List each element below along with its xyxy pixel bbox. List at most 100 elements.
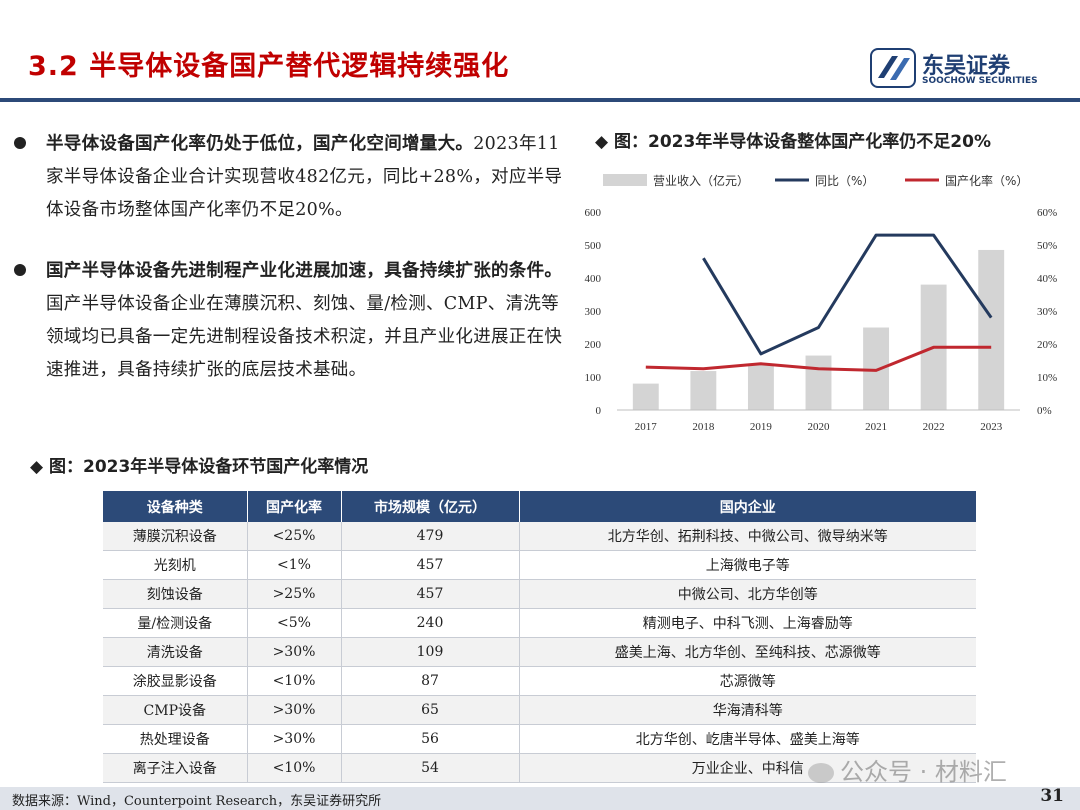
revenue-bar	[805, 355, 832, 410]
localization-rate-cell: <5%	[247, 608, 342, 638]
y-right-tick-label: 60%	[1037, 207, 1057, 219]
market-size-cell: 87	[341, 666, 520, 696]
market-size-cell: 109	[341, 637, 520, 667]
legend-swatch-revenue	[603, 174, 647, 186]
x-tick-label: 2023	[980, 421, 1003, 433]
domestic-companies-cell: 精测电子、中科飞测、上海睿励等	[519, 608, 976, 638]
y-left-tick-label: 200	[585, 339, 602, 351]
market-size-cell: 54	[341, 753, 520, 783]
table-row: CMP设备 >30% 65 华海清科等	[103, 695, 976, 725]
localization-rate-cell: <10%	[247, 753, 342, 783]
domestic-companies-cell: 芯源微等	[519, 666, 976, 696]
localization-rate-cell: >30%	[247, 724, 342, 754]
bullet-item: 国产半导体设备先进制程产业化进展加速，具备持续扩张的条件。国产半导体设备企业在薄…	[14, 255, 569, 387]
equipment-type-cell: 离子注入设备	[103, 753, 248, 783]
y-right-tick-label: 0%	[1037, 405, 1052, 417]
logo-english-name: SOOCHOW SECURITIES	[922, 76, 1038, 86]
y-right-tick-label: 40%	[1037, 273, 1057, 285]
table-row: 热处理设备 >30% 56 北方华创、屹唐半导体、盛美上海等	[103, 724, 976, 754]
market-size-cell: 457	[341, 579, 520, 609]
domestic-companies-cell: 盛美上海、北方华创、至纯科技、芯源微等	[519, 637, 976, 667]
chart-title: ◆ 图：2023年半导体设备整体国产化率仍不足20%	[595, 132, 991, 152]
table-row: 光刻机 <1% 457 上海微电子等	[103, 550, 976, 580]
revenue-bar	[690, 371, 717, 410]
domestic-companies-cell: 北方华创、屹唐半导体、盛美上海等	[519, 724, 976, 754]
domestic-companies-cell: 中微公司、北方华创等	[519, 579, 976, 609]
y-right-tick-label: 30%	[1037, 306, 1057, 318]
revenue-bar	[978, 249, 1005, 410]
y-right-tick-label: 20%	[1037, 339, 1057, 351]
watermark-text: 公众号 · 材料汇	[840, 758, 1007, 786]
equipment-type-cell: 量/检测设备	[103, 608, 248, 638]
table-row: 刻蚀设备 >25% 457 中微公司、北方华创等	[103, 579, 976, 609]
domestic-companies-cell: 北方华创、拓荆科技、中微公司、微导纳米等	[519, 522, 976, 551]
market-size-cell: 65	[341, 695, 520, 725]
market-size-cell: 56	[341, 724, 520, 754]
column-header: 设备种类	[103, 491, 248, 522]
logo-name: 东吴证券	[922, 54, 1011, 79]
bullet-heading: 国产半导体设备先进制程产业化进展加速，具备持续扩张的条件。	[46, 261, 563, 281]
equipment-type-cell: CMP设备	[103, 695, 248, 725]
x-tick-label: 2021	[865, 421, 887, 433]
x-tick-label: 2020	[808, 421, 831, 433]
bullet-body: 2023年11家半导体设备企业合计实现营收482亿元，同比+28%，对应半导体设…	[46, 134, 563, 220]
line-series	[645, 233, 993, 372]
equipment-type-cell: 刻蚀设备	[103, 579, 248, 609]
yoy-growth-line	[702, 233, 993, 356]
table-row: 量/检测设备 <5% 240 精测电子、中科飞测、上海睿励等	[103, 608, 976, 638]
bullet-body: 国产半导体设备企业在薄膜沉积、刻蚀、量/检测、CMP、清洗等领域均已具备一定先进…	[46, 294, 563, 380]
domestic-companies-cell: 华海清科等	[519, 695, 976, 725]
market-size-cell: 479	[341, 522, 520, 551]
x-tick-label: 2019	[750, 421, 773, 433]
localization-rate-cell: >30%	[247, 695, 342, 725]
wechat-icon	[808, 763, 834, 783]
legend-label: 同比（%）	[815, 174, 874, 188]
revenue-bar	[632, 383, 659, 410]
localization-rate-cell: >25%	[247, 579, 342, 609]
bullet-dot-icon	[14, 264, 26, 276]
domestic-companies-cell: 上海微电子等	[519, 550, 976, 580]
market-size-cell: 240	[341, 608, 520, 638]
y-right-tick-label: 10%	[1037, 372, 1057, 384]
table-title: ◆ 图：2023年半导体设备环节国产化率情况	[30, 457, 369, 477]
equipment-localization-table: 设备种类 国产化率 市场规模（亿元） 国内企业 薄膜沉积设备 <25% 479 …	[103, 491, 976, 783]
chart-legend: 营业收入（亿元） 同比（%） 国产化率（%）	[603, 173, 1028, 188]
soochow-logo-icon	[870, 48, 916, 88]
localization-rate-cell: <25%	[247, 522, 342, 551]
column-header: 国产化率	[247, 491, 342, 522]
equipment-type-cell: 光刻机	[103, 550, 248, 580]
equipment-type-cell: 薄膜沉积设备	[103, 522, 248, 551]
y-left-tick-label: 0	[596, 405, 602, 417]
equipment-type-cell: 涂胶显影设备	[103, 666, 248, 696]
page-number: 31	[1040, 786, 1064, 806]
legend-label: 国产化率（%）	[945, 173, 1028, 188]
revenue-bar	[747, 363, 774, 410]
bullet-dot-icon	[14, 137, 26, 149]
market-size-cell: 457	[341, 550, 520, 580]
bar-series	[632, 249, 1005, 410]
data-source: 数据来源：Wind，Counterpoint Research，东吴证券研究所	[12, 794, 382, 809]
equipment-type-cell: 热处理设备	[103, 724, 248, 754]
wechat-watermark: 公众号 · 材料汇	[808, 752, 1007, 787]
x-tick-label: 2022	[923, 421, 945, 433]
chart-axes: 0 100 200 300 400 500 600 0% 10% 20% 30% 40% 50% 60% 2…	[585, 207, 1058, 433]
revenue-localization-chart: 营业收入（亿元） 同比（%） 国产化率（%） 0 100 200 300 400 500 600…	[585, 173, 1058, 433]
header-rule	[0, 98, 1080, 102]
domestic-companies-cell: 万业企业、中科信	[519, 753, 976, 783]
localization-rate-cell: <10%	[247, 666, 342, 696]
table-row: 离子注入设备 <10% 54 万业企业、中科信	[103, 753, 976, 783]
y-left-tick-label: 300	[585, 306, 602, 318]
x-tick-label: 2018	[692, 421, 715, 433]
bullet-paragraph: 半导体设备国产化率仍处于低位，国产化空间增量大。2023年11家半导体设备企业合…	[46, 128, 569, 227]
legend-label: 营业收入（亿元）	[653, 173, 749, 188]
y-left-tick-label: 100	[585, 372, 602, 384]
localization-rate-cell: >30%	[247, 637, 342, 667]
localization-rate-cell: <1%	[247, 550, 342, 580]
y-left-tick-label: 400	[585, 273, 602, 285]
page-title: 3.2 半导体设备国产替代逻辑持续强化	[28, 51, 510, 82]
column-header: 国内企业	[519, 491, 976, 522]
bullet-list: 半导体设备国产化率仍处于低位，国产化空间增量大。2023年11家半导体设备企业合…	[14, 128, 569, 407]
table-row: 涂胶显影设备 <10% 87 芯源微等	[103, 666, 976, 696]
bullet-heading: 半导体设备国产化率仍处于低位，国产化空间增量大。	[46, 134, 474, 154]
brand-logo: 东吴证券 SOOCHOW SECURITIES	[870, 48, 1040, 88]
